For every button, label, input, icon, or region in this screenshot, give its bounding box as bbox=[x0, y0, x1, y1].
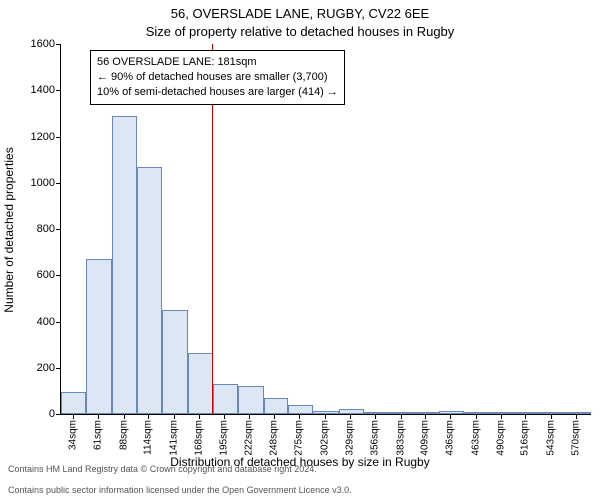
x-tick-mark bbox=[73, 415, 74, 419]
y-tick-mark bbox=[56, 368, 60, 369]
y-tick-label: 0 bbox=[5, 408, 55, 420]
info-box-line: ← 90% of detached houses are smaller (3,… bbox=[97, 70, 338, 85]
y-tick-mark bbox=[56, 275, 60, 276]
x-tick-label: 383sqm bbox=[395, 420, 406, 456]
histogram-bar bbox=[415, 412, 439, 414]
x-tick-mark bbox=[525, 415, 526, 419]
x-tick-label: 570sqm bbox=[570, 420, 581, 456]
x-tick-label: 275sqm bbox=[294, 420, 305, 456]
x-tick-label: 248sqm bbox=[268, 420, 279, 456]
x-tick-label: 463sqm bbox=[470, 420, 481, 456]
x-tick-label: 436sqm bbox=[445, 420, 456, 456]
histogram-bar bbox=[515, 412, 540, 414]
x-tick-mark bbox=[401, 415, 402, 419]
y-tick-label: 200 bbox=[5, 362, 55, 374]
x-tick-label: 61sqm bbox=[93, 420, 104, 450]
histogram-bar bbox=[162, 310, 187, 414]
y-tick-label: 1200 bbox=[5, 131, 55, 143]
histogram-bar bbox=[566, 412, 591, 414]
histogram-bar bbox=[288, 405, 313, 414]
y-tick-label: 1400 bbox=[5, 84, 55, 96]
x-tick-mark bbox=[450, 415, 451, 419]
x-tick-mark bbox=[249, 415, 250, 419]
histogram-bar bbox=[112, 116, 137, 414]
histogram-bar bbox=[339, 409, 364, 414]
histogram-bar bbox=[188, 353, 213, 414]
histogram-bar bbox=[313, 411, 338, 414]
x-tick-label: 329sqm bbox=[344, 420, 355, 456]
histogram-bar bbox=[86, 259, 111, 414]
attribution-text: Contains HM Land Registry data © Crown c… bbox=[8, 453, 352, 496]
x-tick-label: 195sqm bbox=[219, 420, 230, 456]
chart-title-main: 56, OVERSLADE LANE, RUGBY, CV22 6EE bbox=[0, 6, 600, 21]
x-tick-label: 88sqm bbox=[118, 420, 129, 450]
histogram-bar bbox=[490, 412, 515, 414]
y-tick-mark bbox=[56, 414, 60, 415]
x-tick-mark bbox=[224, 415, 225, 419]
x-tick-mark bbox=[325, 415, 326, 419]
histogram-bar bbox=[540, 412, 565, 414]
x-tick-mark bbox=[274, 415, 275, 419]
x-tick-label: 409sqm bbox=[419, 420, 430, 456]
x-tick-mark bbox=[501, 415, 502, 419]
x-tick-mark bbox=[148, 415, 149, 419]
x-tick-mark bbox=[425, 415, 426, 419]
x-tick-mark bbox=[476, 415, 477, 419]
x-tick-label: 490sqm bbox=[495, 420, 506, 456]
x-tick-mark bbox=[98, 415, 99, 419]
chart-title-sub: Size of property relative to detached ho… bbox=[0, 24, 600, 39]
histogram-bar bbox=[238, 386, 263, 414]
x-tick-label: 34sqm bbox=[68, 420, 79, 450]
x-tick-label: 141sqm bbox=[168, 420, 179, 456]
info-box-line: 10% of semi-detached houses are larger (… bbox=[97, 85, 338, 100]
y-tick-label: 1000 bbox=[5, 177, 55, 189]
y-tick-label: 1600 bbox=[5, 38, 55, 50]
x-tick-label: 516sqm bbox=[520, 420, 531, 456]
histogram-bar bbox=[439, 411, 464, 414]
x-tick-mark bbox=[299, 415, 300, 419]
histogram-bar bbox=[364, 412, 389, 414]
y-tick-mark bbox=[56, 44, 60, 45]
y-tick-label: 800 bbox=[5, 223, 55, 235]
y-tick-mark bbox=[56, 183, 60, 184]
y-tick-mark bbox=[56, 322, 60, 323]
histogram-bar bbox=[213, 384, 238, 414]
info-box-line: 56 OVERSLADE LANE: 181sqm bbox=[97, 55, 338, 70]
y-tick-mark bbox=[56, 229, 60, 230]
histogram-bar bbox=[137, 167, 162, 414]
histogram-bar bbox=[464, 412, 489, 414]
x-tick-label: 543sqm bbox=[545, 420, 556, 456]
chart-container: 56, OVERSLADE LANE, RUGBY, CV22 6EE Size… bbox=[0, 0, 600, 500]
x-tick-label: 302sqm bbox=[319, 420, 330, 456]
x-tick-mark bbox=[199, 415, 200, 419]
x-tick-mark bbox=[174, 415, 175, 419]
x-tick-mark bbox=[375, 415, 376, 419]
x-tick-mark bbox=[124, 415, 125, 419]
x-tick-label: 356sqm bbox=[370, 420, 381, 456]
y-tick-label: 600 bbox=[5, 269, 55, 281]
x-tick-label: 114sqm bbox=[143, 420, 154, 455]
x-tick-label: 222sqm bbox=[244, 420, 255, 456]
histogram-bar bbox=[264, 398, 288, 414]
x-tick-label: 168sqm bbox=[193, 420, 204, 456]
y-tick-mark bbox=[56, 137, 60, 138]
x-tick-mark bbox=[350, 415, 351, 419]
y-tick-mark bbox=[56, 90, 60, 91]
info-box: 56 OVERSLADE LANE: 181sqm ← 90% of detac… bbox=[90, 50, 345, 105]
y-tick-label: 400 bbox=[5, 316, 55, 328]
histogram-bar bbox=[389, 412, 414, 414]
x-tick-mark bbox=[576, 415, 577, 419]
x-tick-mark bbox=[551, 415, 552, 419]
histogram-bar bbox=[61, 392, 86, 414]
